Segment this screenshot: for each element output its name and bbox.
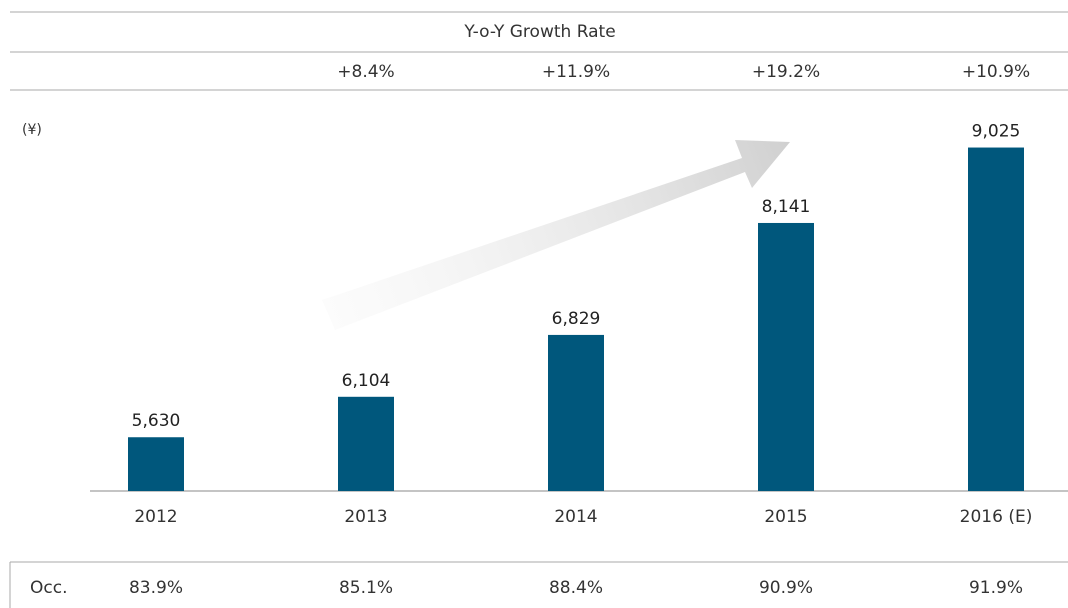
bar xyxy=(548,334,604,491)
y-axis-label: (¥) xyxy=(22,122,42,138)
value-label: 6,829 xyxy=(552,309,601,329)
growth-rate: +8.4% xyxy=(337,62,394,82)
occupancy-rate: 88.4% xyxy=(549,578,603,598)
value-label: 8,141 xyxy=(762,197,811,217)
growth-rate: +19.2% xyxy=(752,62,820,82)
x-tick-label: 2012 xyxy=(134,507,177,527)
occupancy-rate: 90.9% xyxy=(759,578,813,598)
bar xyxy=(128,437,184,491)
x-tick-label: 2013 xyxy=(344,507,387,527)
x-tick-label: 2014 xyxy=(554,507,597,527)
bar xyxy=(968,147,1024,492)
occupancy-rate: 85.1% xyxy=(339,578,393,598)
value-label: 9,025 xyxy=(972,122,1021,142)
value-label: 5,630 xyxy=(132,411,181,431)
trend-arrow xyxy=(322,140,790,330)
x-tick-label: 2015 xyxy=(764,507,807,527)
value-label: 6,104 xyxy=(342,371,391,391)
growth-rate: +10.9% xyxy=(962,62,1030,82)
occupancy-rate: 83.9% xyxy=(129,578,183,598)
bar xyxy=(758,222,814,491)
growth-title: Y-o-Y Growth Rate xyxy=(463,22,615,42)
occupancy-title: Occ. xyxy=(30,578,67,598)
bar xyxy=(338,396,394,491)
growth-rate: +11.9% xyxy=(542,62,610,82)
x-tick-label: 2016 (E) xyxy=(960,507,1033,527)
occupancy-rate: 91.9% xyxy=(969,578,1023,598)
